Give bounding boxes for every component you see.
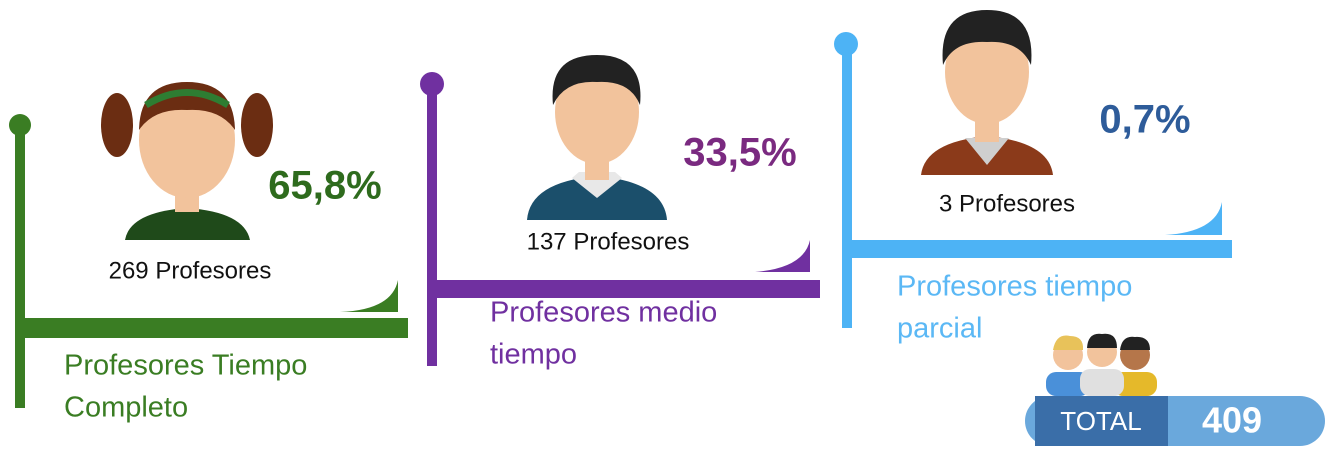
count: 269 Profesores — [109, 257, 272, 284]
girl-icon — [101, 82, 273, 240]
label: Profesores Tiempo — [64, 350, 307, 382]
man-icon — [527, 55, 667, 220]
count: 137 Profesores — [527, 228, 690, 255]
percent: 65,8% — [268, 164, 381, 208]
bracket-horizontal — [427, 280, 820, 298]
percent: 0,7% — [1099, 98, 1190, 142]
label: Profesores medio — [490, 297, 717, 329]
bracket-vertical — [842, 44, 852, 328]
total-value: 409 — [1202, 400, 1262, 441]
label: parcial — [897, 313, 982, 345]
total-badge: TOTAL 409 — [1025, 333, 1325, 446]
corner — [340, 280, 398, 312]
bracket-vertical — [15, 125, 25, 408]
bracket-horizontal — [15, 318, 408, 338]
man-icon — [921, 10, 1053, 175]
people-icon — [1046, 333, 1157, 396]
corner — [755, 240, 810, 272]
percent: 33,5% — [683, 131, 796, 175]
panel-full-time: 65,8% 269 Profesores Profesores Tiempo C… — [9, 82, 408, 424]
count: 3 Profesores — [939, 190, 1075, 217]
bracket-vertical — [427, 84, 437, 366]
label: Profesores tiempo — [897, 271, 1132, 303]
bracket-horizontal — [842, 240, 1232, 258]
panel-half-time: 33,5% 137 Profesores Profesores medio ti… — [420, 55, 820, 371]
label: Completo — [64, 392, 188, 424]
label: tiempo — [490, 339, 577, 371]
total-label: TOTAL — [1060, 406, 1141, 436]
panel-part-time: 0,7% 3 Profesores Profesores tiempo parc… — [834, 10, 1232, 345]
corner — [1165, 202, 1222, 235]
